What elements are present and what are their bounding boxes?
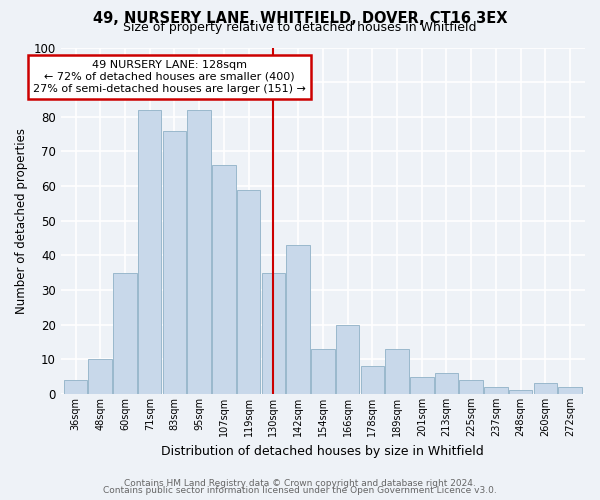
- Bar: [163, 130, 186, 394]
- Bar: [484, 387, 508, 394]
- Bar: [113, 272, 137, 394]
- X-axis label: Distribution of detached houses by size in Whitfield: Distribution of detached houses by size …: [161, 444, 484, 458]
- Bar: [138, 110, 161, 394]
- Bar: [385, 349, 409, 394]
- Text: 49, NURSERY LANE, WHITFIELD, DOVER, CT16 3EX: 49, NURSERY LANE, WHITFIELD, DOVER, CT16…: [93, 11, 507, 26]
- Bar: [187, 110, 211, 394]
- Bar: [435, 373, 458, 394]
- Bar: [533, 384, 557, 394]
- Bar: [460, 380, 483, 394]
- Y-axis label: Number of detached properties: Number of detached properties: [15, 128, 28, 314]
- Text: 49 NURSERY LANE: 128sqm
← 72% of detached houses are smaller (400)
27% of semi-d: 49 NURSERY LANE: 128sqm ← 72% of detache…: [33, 60, 306, 94]
- Text: Contains public sector information licensed under the Open Government Licence v3: Contains public sector information licen…: [103, 486, 497, 495]
- Bar: [336, 324, 359, 394]
- Bar: [361, 366, 384, 394]
- Text: Size of property relative to detached houses in Whitfield: Size of property relative to detached ho…: [123, 22, 477, 35]
- Bar: [212, 166, 236, 394]
- Bar: [559, 387, 582, 394]
- Bar: [311, 349, 335, 394]
- Bar: [64, 380, 87, 394]
- Bar: [410, 376, 434, 394]
- Bar: [262, 272, 285, 394]
- Bar: [88, 359, 112, 394]
- Bar: [286, 245, 310, 394]
- Bar: [509, 390, 532, 394]
- Bar: [237, 190, 260, 394]
- Text: Contains HM Land Registry data © Crown copyright and database right 2024.: Contains HM Land Registry data © Crown c…: [124, 478, 476, 488]
